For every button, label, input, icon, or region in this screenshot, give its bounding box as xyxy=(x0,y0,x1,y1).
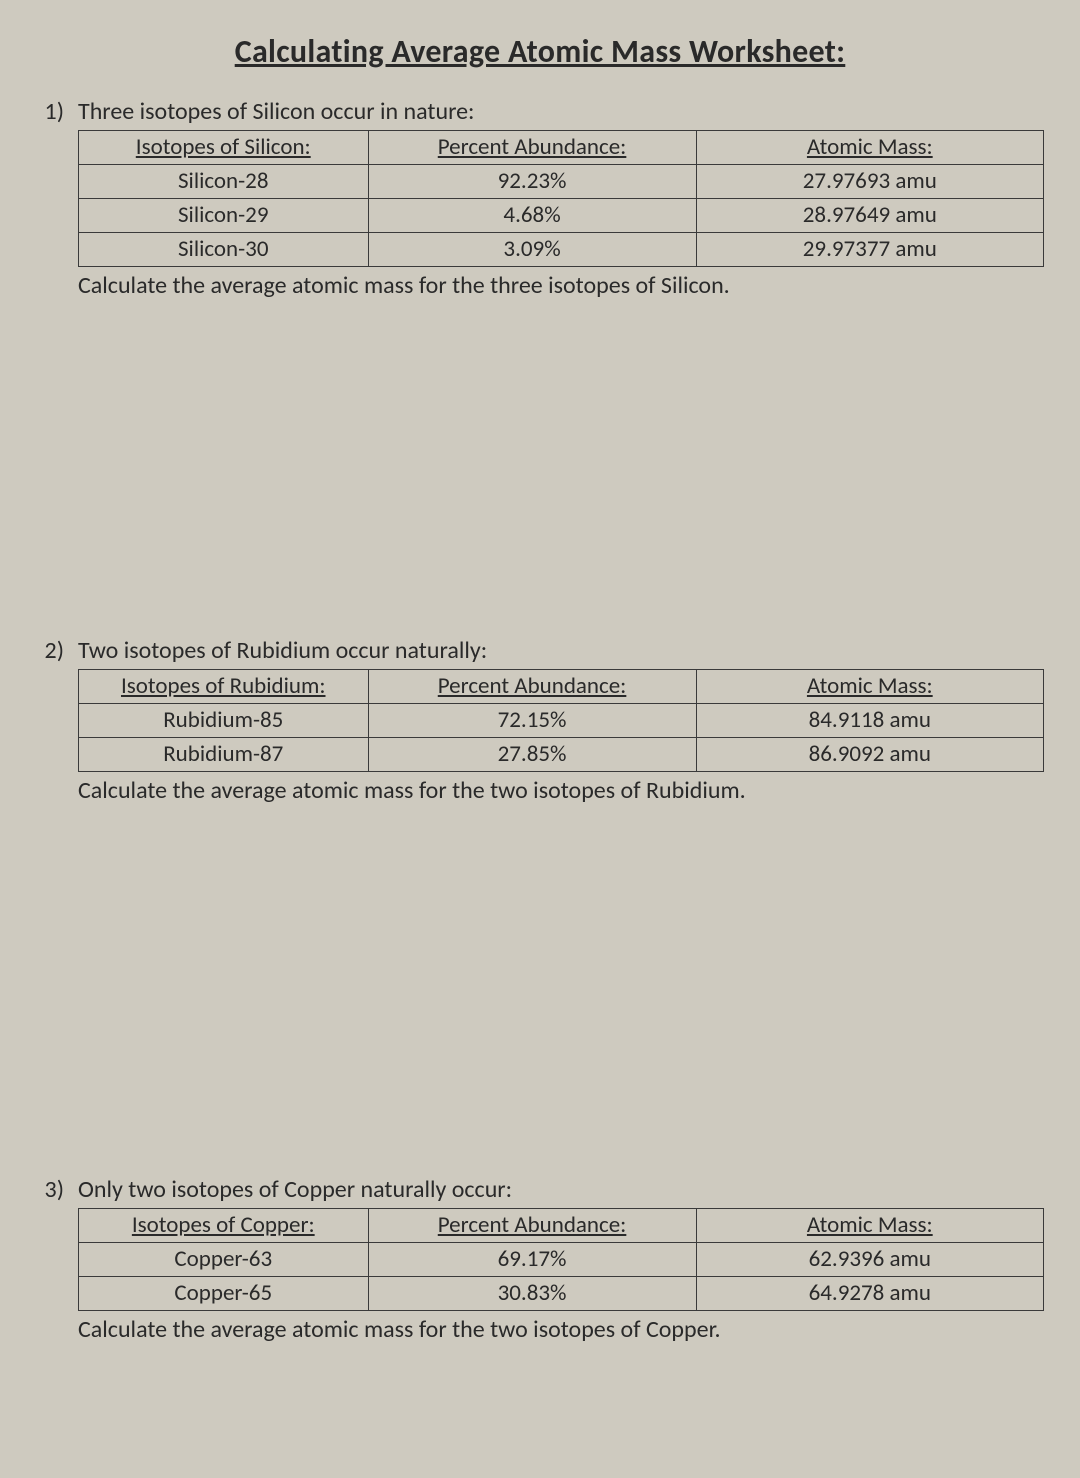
col-header: Atomic Mass: xyxy=(696,131,1043,165)
cell: Rubidium-85 xyxy=(79,704,369,738)
table-row: Rubidium-85 72.15% 84.9118 amu xyxy=(79,704,1044,738)
silicon-table: Isotopes of Silicon: Percent Abundance: … xyxy=(78,130,1044,267)
problem-1: 1) Three isotopes of Silicon occur in na… xyxy=(36,97,1044,300)
problem-number: 3) xyxy=(36,1175,78,1204)
cell: 27.97693 amu xyxy=(696,165,1043,199)
cell: Rubidium-87 xyxy=(79,738,369,772)
table-row: Copper-63 69.17% 62.9396 amu xyxy=(79,1243,1044,1277)
table-row: Silicon-30 3.09% 29.97377 amu xyxy=(79,233,1044,267)
problem-1-instruction: Calculate the average atomic mass for th… xyxy=(36,271,1044,300)
problem-text: Three isotopes of Silicon occur in natur… xyxy=(78,97,1044,126)
problem-2-instruction: Calculate the average atomic mass for th… xyxy=(36,776,1044,805)
table-row: Silicon-29 4.68% 28.97649 amu xyxy=(79,199,1044,233)
cell: 86.9092 amu xyxy=(696,738,1043,772)
rubidium-table: Isotopes of Rubidium: Percent Abundance:… xyxy=(78,669,1044,772)
table-row: Copper-65 30.83% 64.9278 amu xyxy=(79,1277,1044,1311)
cell: 28.97649 amu xyxy=(696,199,1043,233)
cell: 30.83% xyxy=(368,1277,696,1311)
copper-table: Isotopes of Copper: Percent Abundance: A… xyxy=(78,1208,1044,1311)
cell: 62.9396 amu xyxy=(696,1243,1043,1277)
table-row: Rubidium-87 27.85% 86.9092 amu xyxy=(79,738,1044,772)
problem-3: 3) Only two isotopes of Copper naturally… xyxy=(36,1175,1044,1344)
cell: 3.09% xyxy=(368,233,696,267)
col-header: Percent Abundance: xyxy=(368,1209,696,1243)
cell: Silicon-30 xyxy=(79,233,369,267)
work-space xyxy=(36,312,1044,636)
cell: Silicon-28 xyxy=(79,165,369,199)
problem-1-table-wrap: Isotopes of Silicon: Percent Abundance: … xyxy=(36,130,1044,267)
table-header-row: Isotopes of Copper: Percent Abundance: A… xyxy=(79,1209,1044,1243)
table-row: Silicon-28 92.23% 27.97693 amu xyxy=(79,165,1044,199)
col-header: Isotopes of Copper: xyxy=(79,1209,369,1243)
cell: Copper-63 xyxy=(79,1243,369,1277)
cell: 27.85% xyxy=(368,738,696,772)
problem-text: Only two isotopes of Copper naturally oc… xyxy=(78,1175,1044,1204)
cell: 29.97377 amu xyxy=(696,233,1043,267)
table-header-row: Isotopes of Rubidium: Percent Abundance:… xyxy=(79,670,1044,704)
worksheet-page: Calculating Average Atomic Mass Workshee… xyxy=(0,0,1080,1396)
col-header: Isotopes of Rubidium: xyxy=(79,670,369,704)
cell: Silicon-29 xyxy=(79,199,369,233)
cell: 4.68% xyxy=(368,199,696,233)
problem-3-instruction: Calculate the average atomic mass for th… xyxy=(36,1315,1044,1344)
page-title: Calculating Average Atomic Mass Workshee… xyxy=(36,32,1044,71)
problem-2: 2) Two isotopes of Rubidium occur natura… xyxy=(36,636,1044,805)
problem-2-table-wrap: Isotopes of Rubidium: Percent Abundance:… xyxy=(36,669,1044,772)
cell: 72.15% xyxy=(368,704,696,738)
col-header: Percent Abundance: xyxy=(368,131,696,165)
problem-number: 1) xyxy=(36,97,78,126)
problem-number: 2) xyxy=(36,636,78,665)
problem-3-prompt: 3) Only two isotopes of Copper naturally… xyxy=(36,1175,1044,1204)
cell: 64.9278 amu xyxy=(696,1277,1043,1311)
col-header: Percent Abundance: xyxy=(368,670,696,704)
problem-1-prompt: 1) Three isotopes of Silicon occur in na… xyxy=(36,97,1044,126)
col-header: Atomic Mass: xyxy=(696,1209,1043,1243)
col-header: Isotopes of Silicon: xyxy=(79,131,369,165)
cell: 92.23% xyxy=(368,165,696,199)
problem-text: Two isotopes of Rubidium occur naturally… xyxy=(78,636,1044,665)
cell: 84.9118 amu xyxy=(696,704,1043,738)
cell: Copper-65 xyxy=(79,1277,369,1311)
cell: 69.17% xyxy=(368,1243,696,1277)
table-header-row: Isotopes of Silicon: Percent Abundance: … xyxy=(79,131,1044,165)
work-space xyxy=(36,817,1044,1175)
col-header: Atomic Mass: xyxy=(696,670,1043,704)
problem-2-prompt: 2) Two isotopes of Rubidium occur natura… xyxy=(36,636,1044,665)
problem-3-table-wrap: Isotopes of Copper: Percent Abundance: A… xyxy=(36,1208,1044,1311)
